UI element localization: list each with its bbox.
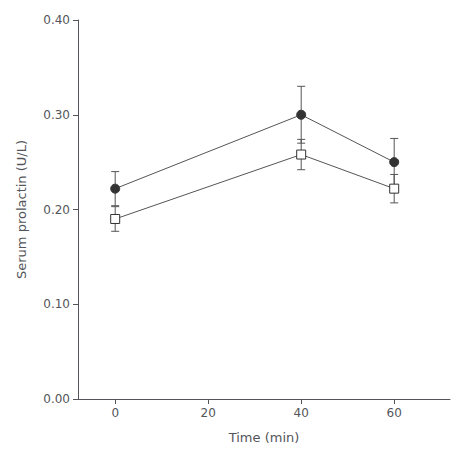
svg-text:0.00: 0.00 [43, 392, 70, 406]
svg-text:0.40: 0.40 [43, 13, 70, 27]
svg-text:0.10: 0.10 [43, 297, 70, 311]
svg-text:60: 60 [387, 406, 402, 420]
svg-text:0.30: 0.30 [43, 108, 70, 122]
svg-text:0.20: 0.20 [43, 203, 70, 217]
svg-text:40: 40 [294, 406, 309, 420]
svg-text:0: 0 [111, 406, 119, 420]
svg-text:20: 20 [201, 406, 216, 420]
svg-text:Serum prolactin (U/L): Serum prolactin (U/L) [14, 140, 29, 279]
svg-text:Time (min): Time (min) [228, 430, 300, 445]
